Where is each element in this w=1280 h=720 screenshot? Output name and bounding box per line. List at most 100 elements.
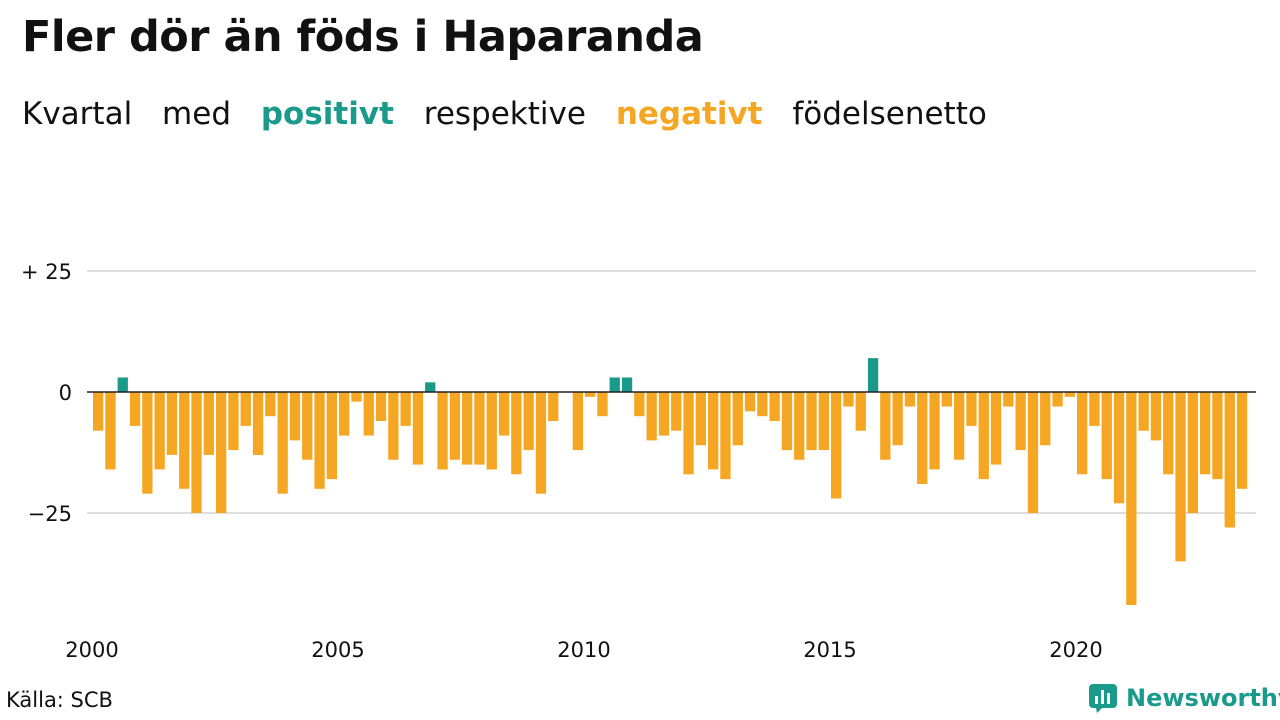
- data-bar: [769, 392, 780, 422]
- data-bar: [732, 392, 743, 446]
- data-bar: [302, 392, 313, 460]
- data-bar: [904, 392, 916, 407]
- chart-subtitle: Kvartal med positivt respektive negativt…: [22, 96, 1007, 132]
- data-bar: [142, 392, 153, 494]
- data-bar: [179, 392, 190, 489]
- data-bar: [425, 382, 436, 392]
- data-bar: [117, 377, 128, 392]
- x-tick-label: 2015: [803, 638, 856, 662]
- data-bar: [548, 392, 559, 422]
- brand-name: Newsworthy: [1126, 684, 1280, 712]
- data-bar: [363, 392, 374, 436]
- data-bar: [166, 392, 178, 455]
- data-bar: [462, 392, 473, 465]
- data-bar: [240, 392, 251, 426]
- y-tick-label: 0: [59, 381, 72, 405]
- data-bar: [831, 392, 842, 499]
- data-bar: [892, 392, 903, 446]
- data-bar: [781, 392, 793, 451]
- data-bar: [449, 392, 460, 460]
- data-bar: [154, 392, 165, 470]
- data-bar: [1163, 392, 1174, 475]
- data-bar: [880, 392, 891, 460]
- data-bar: [1187, 392, 1198, 513]
- data-bar: [1089, 392, 1100, 426]
- data-bar: [634, 392, 645, 417]
- data-bar: [929, 392, 940, 470]
- data-bar: [388, 392, 399, 460]
- data-bar: [1101, 392, 1112, 480]
- data-bar: [1236, 392, 1248, 489]
- data-bar: [954, 392, 965, 460]
- data-bar: [695, 392, 706, 446]
- subtitle-word: födelsenetto: [792, 96, 987, 132]
- data-bar: [794, 392, 805, 460]
- data-bar: [129, 392, 141, 426]
- data-bar: [400, 392, 411, 426]
- subtitle-negative-keyword: negativt: [615, 96, 763, 132]
- data-bar: [289, 392, 301, 441]
- data-bar: [216, 392, 227, 513]
- data-bar: [1138, 392, 1149, 431]
- data-bar: [658, 392, 670, 436]
- data-bar: [818, 392, 829, 451]
- data-bar: [277, 392, 288, 494]
- y-tick-label: −25: [28, 502, 72, 526]
- data-bar: [744, 392, 756, 412]
- data-bar: [93, 392, 104, 431]
- data-bar: [486, 392, 497, 470]
- data-bar: [1003, 392, 1014, 407]
- data-bar: [326, 392, 337, 480]
- data-bar: [228, 392, 239, 451]
- data-bar: [535, 392, 547, 494]
- data-bar: [966, 392, 977, 426]
- data-bar: [252, 392, 264, 455]
- newsworthy-logo-icon: [1089, 684, 1117, 713]
- data-bar: [757, 392, 768, 417]
- data-bar: [511, 392, 522, 475]
- data-bar: [1224, 392, 1235, 528]
- data-bar: [720, 392, 731, 480]
- data-bar: [1212, 392, 1223, 480]
- data-bar: [1052, 392, 1063, 407]
- data-bar: [917, 392, 928, 484]
- data-bar: [671, 392, 682, 431]
- data-bar: [437, 392, 448, 470]
- x-tick-label: 2000: [65, 638, 118, 662]
- data-bar: [1150, 392, 1162, 441]
- subtitle-word: Kvartal: [22, 96, 133, 132]
- x-tick-label: 2020: [1049, 638, 1102, 662]
- data-bar: [1015, 392, 1026, 451]
- data-bar: [585, 392, 596, 397]
- data-bar: [990, 392, 1002, 465]
- subtitle-positive-keyword: positivt: [260, 96, 394, 132]
- data-bar: [265, 392, 276, 417]
- subtitle-word: med: [162, 96, 231, 132]
- data-bar: [867, 358, 879, 392]
- data-bar: [412, 392, 424, 465]
- data-bar: [1200, 392, 1211, 475]
- data-bar: [1113, 392, 1125, 504]
- data-bar: [683, 392, 694, 475]
- data-bar: [1027, 392, 1039, 513]
- data-bar: [339, 392, 350, 436]
- data-bar: [597, 392, 608, 417]
- data-bar: [1040, 392, 1051, 446]
- data-bar: [1077, 392, 1088, 475]
- data-bar: [621, 377, 633, 392]
- data-bar: [572, 392, 583, 451]
- x-tick-label: 2005: [311, 638, 364, 662]
- data-bar: [203, 392, 214, 455]
- data-bar: [646, 392, 657, 441]
- brand-logo: Newsworthy: [1088, 683, 1280, 713]
- data-bar: [978, 392, 989, 480]
- data-bar: [806, 392, 817, 451]
- data-bar: [351, 392, 362, 402]
- data-bar: [843, 392, 854, 407]
- data-bar: [498, 392, 510, 436]
- data-bar: [105, 392, 116, 470]
- data-bar: [474, 392, 485, 465]
- data-bar: [314, 392, 325, 489]
- data-bar: [375, 392, 387, 422]
